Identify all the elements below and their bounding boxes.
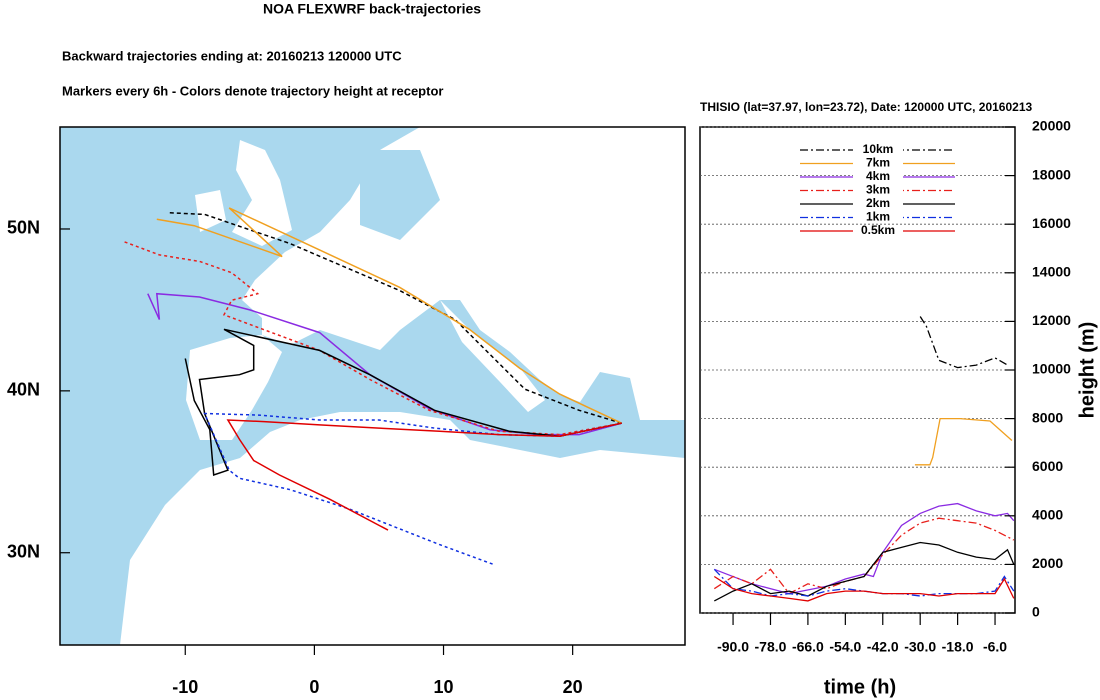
legend-text-bg	[853, 171, 903, 183]
legend-label: 1km	[866, 210, 890, 224]
land	[186, 335, 282, 440]
x-tick-label: 10	[434, 677, 454, 697]
legend-label: 0.5km	[861, 223, 895, 237]
legend-label: 4km	[866, 169, 890, 183]
legend-text-bg	[853, 144, 903, 156]
y-tick-label: 4000	[1032, 507, 1063, 523]
x-tick-label: -42.0	[867, 639, 899, 655]
x-tick-label: -30.0	[904, 639, 936, 655]
trajectory-line	[713, 541, 1015, 602]
y-tick-label: 0	[1032, 604, 1040, 620]
y-tick-label: 14000	[1032, 264, 1071, 280]
trajectory-line	[169, 212, 622, 424]
y-tick-label: 16000	[1032, 215, 1071, 231]
legend-text-bg	[853, 157, 903, 170]
x-tick-label: -78.0	[755, 639, 787, 655]
x-tick-label: -66.0	[792, 639, 824, 655]
trajectory-line	[914, 417, 1013, 466]
map-frame	[59, 126, 686, 646]
legend-text-bg	[853, 198, 903, 210]
trajectory-line	[226, 419, 622, 531]
y-tick-label: 8000	[1032, 409, 1063, 425]
y-tick-label: 50N	[7, 218, 40, 238]
y-tick-label: 30N	[7, 541, 40, 561]
x-tick-label: -10	[172, 677, 198, 697]
x-tick-label: -54.0	[829, 639, 861, 655]
sea	[360, 150, 440, 240]
x-tick-label: 20	[563, 677, 583, 697]
annotation: Markers every 6h - Colors denote traject…	[62, 83, 443, 98]
legend-label: 10km	[863, 142, 894, 156]
x-tick-label: -90.0	[717, 639, 749, 655]
y-tick-label: 20000	[1032, 118, 1071, 134]
y-tick-label: 40N	[7, 380, 40, 400]
land	[120, 412, 685, 645]
trajectory-line	[156, 207, 623, 424]
y-tick-label: 18000	[1032, 166, 1071, 182]
trajectory-line	[184, 328, 622, 477]
panel-title: THISIO (lat=37.97, lon=23.72), Date: 120…	[700, 100, 1033, 114]
trajectory-line	[713, 575, 1015, 602]
trajectory-line	[714, 502, 1015, 595]
y-tick-label: 10000	[1032, 361, 1071, 377]
legend-text-bg	[853, 211, 903, 224]
legend-label: 2km	[866, 196, 890, 210]
legend-label: 3km	[866, 183, 890, 197]
x-tick-label: 0	[309, 677, 319, 697]
x-axis-label: time (h)	[824, 676, 896, 698]
trajectory-line	[124, 241, 622, 436]
y-tick-label: 12000	[1032, 312, 1071, 328]
x-tick-label: -18.0	[942, 639, 974, 655]
x-tick-label: -6.0	[983, 639, 1007, 655]
land	[232, 140, 292, 246]
trajectory-line	[919, 316, 1008, 369]
y-axis-label: height (m)	[1076, 322, 1098, 419]
land	[242, 127, 685, 420]
legend-text-bg	[853, 225, 903, 237]
legend-text-bg	[853, 184, 903, 197]
map	[59, 126, 686, 646]
y-tick-label: 6000	[1032, 458, 1063, 474]
subtitle: Backward trajectories ending at: 2016021…	[62, 48, 402, 63]
y-tick-label: 2000	[1032, 555, 1063, 571]
figure-title: NOA FLEXWRF back-trajectories	[263, 1, 481, 17]
trajectory-line	[203, 412, 622, 565]
land	[195, 190, 226, 232]
legend-label: 7km	[866, 156, 890, 170]
